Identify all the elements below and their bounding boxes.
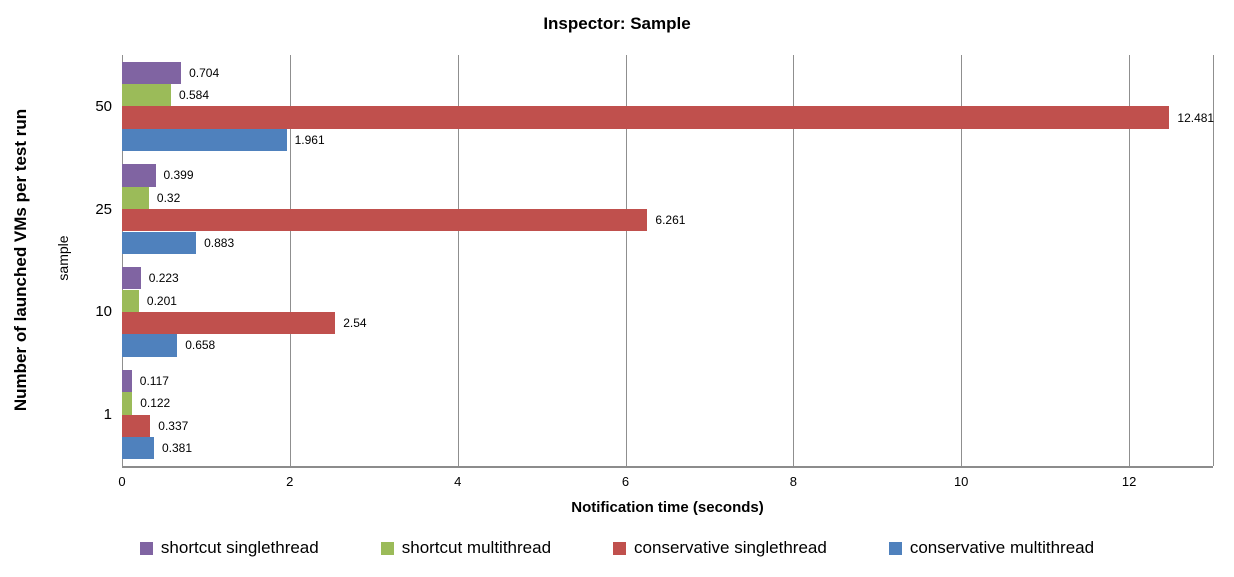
value-label: 0.117 (139, 373, 169, 388)
bar (122, 289, 139, 312)
bar (122, 84, 171, 107)
bar (122, 209, 648, 232)
value-label: 0.122 (140, 396, 171, 411)
gridline (457, 55, 459, 466)
bar (122, 369, 132, 393)
x-tick-label: 0 (118, 474, 126, 489)
legend: shortcut singlethread shortcut multithrea… (0, 538, 1234, 558)
gridline (122, 55, 123, 466)
value-label: 0.399 (163, 168, 194, 183)
legend-item: conservative singlethread (613, 538, 827, 558)
category-label: 25 (95, 200, 112, 218)
value-label: 0.32 (156, 190, 181, 205)
gridline (1213, 55, 1214, 466)
value-label: 0.883 (204, 235, 235, 250)
x-tick-label: 2 (286, 474, 294, 489)
value-label: 2.54 (343, 316, 367, 331)
bar (122, 106, 1170, 129)
value-label: 0.584 (179, 88, 210, 103)
legend-label: conservative multithread (909, 538, 1095, 557)
category-label: 1 (103, 406, 112, 424)
x-tick-label: 10 (953, 474, 969, 489)
bar (122, 392, 133, 415)
gridline (625, 55, 627, 466)
legend-swatch (888, 541, 902, 555)
value-label: 0.704 (189, 65, 220, 80)
gridline (961, 55, 963, 466)
legend-item: shortcut multithread (380, 538, 552, 558)
legend-label: shortcut singlethread (160, 538, 319, 557)
bar (122, 414, 151, 437)
legend-swatch (380, 541, 394, 555)
bar (122, 334, 178, 357)
bar (122, 311, 336, 335)
bar (122, 186, 149, 210)
x-tick-label: 6 (621, 474, 630, 489)
category-label: 10 (95, 303, 112, 321)
value-label: 0.201 (146, 293, 177, 308)
value-label: 12.481 (1177, 110, 1215, 125)
value-label: 1.961 (294, 132, 325, 147)
legend-swatch (139, 541, 153, 555)
value-label: 0.658 (185, 338, 216, 353)
legend-item: shortcut singlethread (139, 538, 319, 558)
category-axis: 50 25 10 1 (0, 0, 112, 577)
plot-area: 0.704 0.584 12.481 1.961 0.399 0.32 6.261 0.883… (122, 55, 1215, 468)
legend-item: conservative multithread (888, 538, 1095, 558)
value-label: 6.261 (655, 213, 686, 228)
category-label: 50 (95, 97, 112, 115)
x-tick-label: 12 (1121, 474, 1137, 489)
value-label: 0.337 (158, 418, 189, 433)
bar (122, 128, 287, 152)
bar (122, 267, 141, 290)
gridline (289, 55, 291, 466)
bar (122, 164, 156, 187)
bar (122, 437, 154, 460)
gridline (793, 55, 795, 466)
value-label: 0.223 (148, 271, 179, 286)
chart-title: Inspector: Sample (543, 14, 691, 33)
x-tick-label: 4 (454, 474, 462, 489)
x-axis-title: Notification time (seconds) (571, 499, 764, 516)
gridline (1129, 55, 1131, 466)
x-tick-label: 8 (789, 474, 798, 489)
legend-label: conservative singlethread (634, 538, 827, 557)
bar (122, 231, 197, 254)
legend-swatch (613, 541, 627, 555)
bar (122, 61, 182, 84)
legend-label: shortcut multithread (401, 538, 552, 557)
value-label: 0.381 (162, 441, 193, 456)
